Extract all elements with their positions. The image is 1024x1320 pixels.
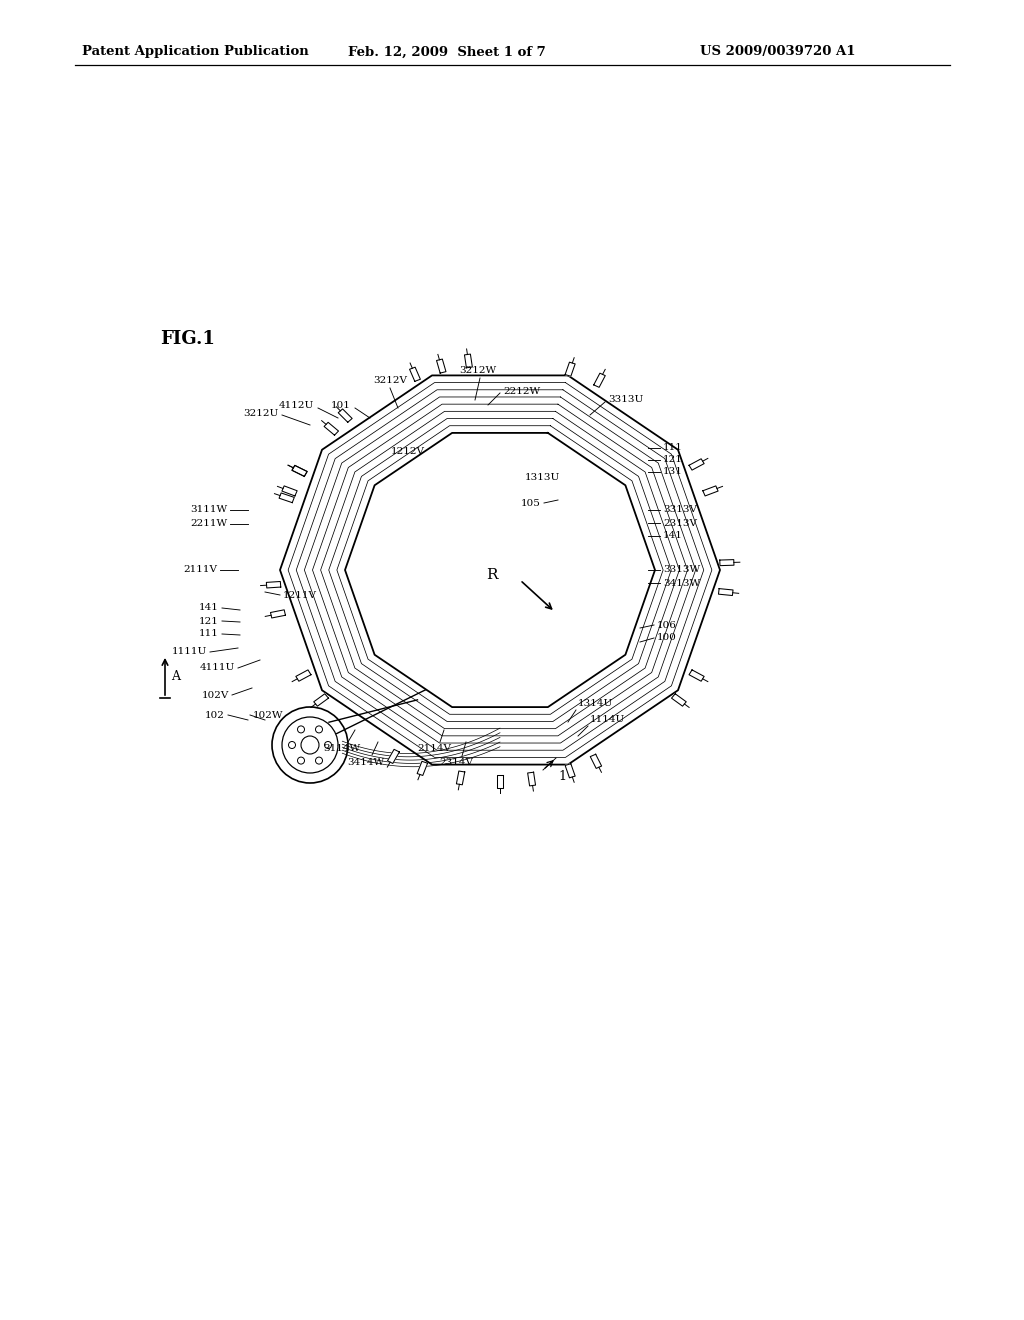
Polygon shape [720, 560, 734, 566]
Text: 3313U: 3313U [608, 396, 643, 404]
Text: 2211W: 2211W [189, 520, 227, 528]
Polygon shape [270, 610, 286, 618]
Text: 3212U: 3212U [243, 408, 278, 417]
Text: 2212W: 2212W [503, 387, 540, 396]
Text: A: A [171, 671, 180, 682]
Circle shape [315, 726, 323, 733]
Text: Patent Application Publication: Patent Application Publication [82, 45, 309, 58]
Text: 100: 100 [657, 634, 677, 643]
Text: 3111W: 3111W [189, 506, 227, 515]
Text: 3313W: 3313W [663, 565, 700, 574]
Polygon shape [387, 750, 399, 763]
Text: Feb. 12, 2009  Sheet 1 of 7: Feb. 12, 2009 Sheet 1 of 7 [348, 45, 546, 58]
Text: FIG.1: FIG.1 [160, 330, 215, 348]
Text: 1211V: 1211V [283, 590, 317, 599]
Text: 2114V: 2114V [417, 744, 451, 752]
Circle shape [298, 758, 304, 764]
Text: 2313V: 2313V [663, 519, 697, 528]
Circle shape [298, 726, 304, 733]
Polygon shape [465, 354, 472, 368]
Text: 3114W: 3114W [324, 744, 360, 752]
Text: 131: 131 [663, 467, 683, 477]
Polygon shape [689, 459, 705, 470]
Polygon shape [338, 409, 352, 422]
Polygon shape [527, 772, 536, 785]
Polygon shape [292, 466, 307, 477]
Polygon shape [672, 694, 686, 706]
Polygon shape [296, 669, 311, 681]
Text: 3414W: 3414W [347, 758, 385, 767]
Text: 3212V: 3212V [373, 376, 407, 385]
Text: 111: 111 [199, 630, 219, 639]
Polygon shape [565, 362, 575, 376]
Polygon shape [497, 775, 503, 788]
Text: 4112U: 4112U [279, 401, 314, 411]
Text: 3413W: 3413W [663, 578, 700, 587]
Text: 1114U: 1114U [590, 715, 626, 723]
Text: 141: 141 [663, 532, 683, 540]
Polygon shape [325, 422, 339, 436]
Text: US 2009/0039720 A1: US 2009/0039720 A1 [700, 45, 855, 58]
Polygon shape [292, 466, 307, 477]
Polygon shape [282, 486, 297, 496]
Text: R: R [486, 568, 498, 582]
Polygon shape [689, 669, 705, 681]
Polygon shape [266, 582, 281, 587]
Text: 102V: 102V [202, 690, 229, 700]
Text: 2314V: 2314V [439, 758, 473, 767]
Polygon shape [436, 359, 446, 374]
Text: 4111U: 4111U [200, 664, 234, 672]
Text: 1313U: 1313U [525, 474, 560, 483]
Text: 3313V: 3313V [663, 506, 697, 515]
Text: 141: 141 [199, 603, 219, 612]
Polygon shape [410, 367, 421, 381]
Text: 102: 102 [205, 710, 225, 719]
Text: 105: 105 [521, 499, 541, 507]
Polygon shape [280, 492, 294, 503]
Polygon shape [594, 374, 605, 387]
Polygon shape [702, 486, 718, 496]
Circle shape [282, 717, 338, 774]
Text: 1212V: 1212V [391, 447, 425, 457]
Polygon shape [457, 771, 465, 785]
Polygon shape [719, 589, 733, 595]
Text: 121: 121 [199, 616, 219, 626]
Polygon shape [590, 754, 602, 768]
Circle shape [315, 758, 323, 764]
Text: 1111U: 1111U [172, 648, 207, 656]
Polygon shape [417, 762, 428, 775]
Text: 121: 121 [663, 455, 683, 465]
Text: 102W: 102W [253, 710, 284, 719]
Text: 101: 101 [331, 401, 351, 411]
Text: 1314U: 1314U [578, 700, 613, 708]
Text: 3212W: 3212W [460, 366, 497, 375]
Text: 2111V: 2111V [183, 565, 217, 574]
Text: 111: 111 [663, 444, 683, 453]
Text: 1: 1 [558, 770, 566, 783]
Polygon shape [313, 694, 329, 706]
Circle shape [289, 742, 296, 748]
Text: 106: 106 [657, 620, 677, 630]
Circle shape [325, 742, 332, 748]
Polygon shape [565, 764, 575, 777]
